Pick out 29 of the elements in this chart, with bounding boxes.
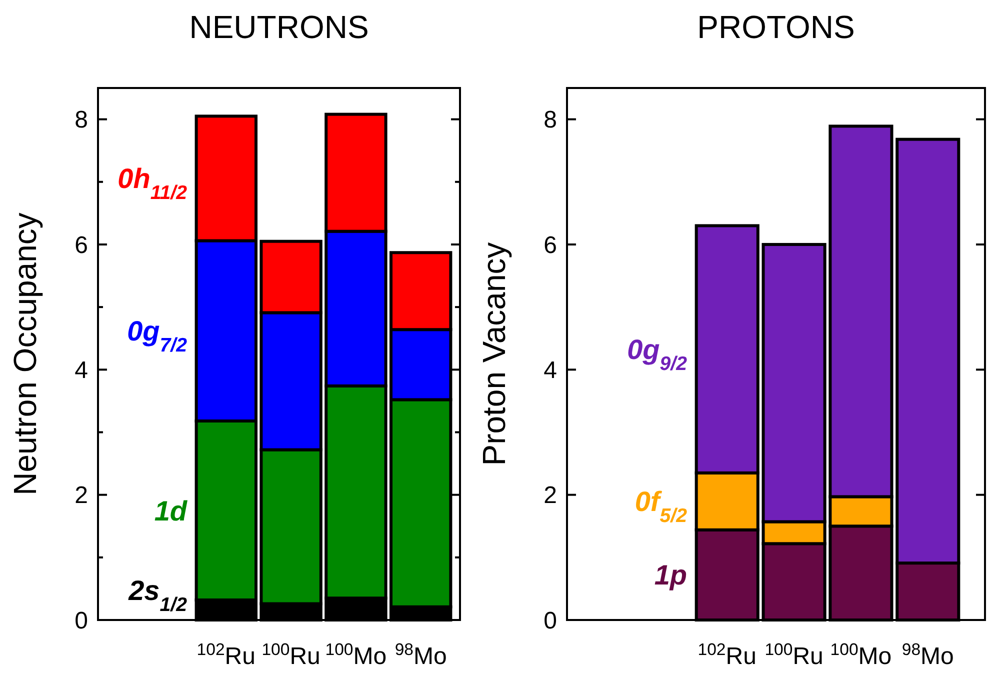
- y-tick-label: 8: [544, 106, 557, 134]
- y-axis-title: Neutron Occupancy: [7, 212, 43, 496]
- y-tick-label: 6: [74, 232, 88, 259]
- x-tick-label: $^{100}$Mo: [830, 640, 892, 670]
- y-tick-label: 6: [544, 232, 557, 259]
- series-label: 0f$_{5/2}$: [634, 486, 688, 528]
- y-tick-label: 8: [74, 106, 88, 134]
- chart-title: NEUTRONS: [189, 9, 369, 45]
- y-tick-label: 4: [544, 357, 557, 384]
- series-label: 2s$_{1/2}$: [128, 574, 188, 616]
- y-tick-label: 0: [544, 607, 557, 634]
- x-tick-label: $^{98}$Mo: [394, 640, 447, 670]
- series-label: 1p: [654, 560, 687, 591]
- chart-title: PROTONS: [697, 9, 855, 45]
- series-label: 0h$_{11/2}$: [118, 163, 188, 204]
- x-tick-label: $^{102}$Ru: [698, 640, 756, 670]
- series-label: 1d: [154, 495, 188, 526]
- series-label: 0g$_{9/2}$: [627, 334, 688, 376]
- x-tick-label: $^{100}$Ru: [262, 640, 320, 670]
- y-tick-label: 2: [74, 482, 88, 510]
- y-tick-label: 4: [74, 357, 88, 384]
- x-tick-label: $^{100}$Mo: [325, 640, 387, 670]
- x-tick-label: $^{102}$Ru: [196, 640, 256, 670]
- x-tick-label: $^{100}$Ru: [764, 640, 824, 670]
- series-label: 0g$_{7/2}$: [127, 316, 188, 357]
- y-axis-title: Proton Vacancy: [476, 242, 512, 466]
- y-tick-label: 0: [74, 607, 88, 634]
- y-tick-label: 2: [544, 482, 557, 510]
- x-tick-label: $^{98}$Mo: [902, 640, 954, 670]
